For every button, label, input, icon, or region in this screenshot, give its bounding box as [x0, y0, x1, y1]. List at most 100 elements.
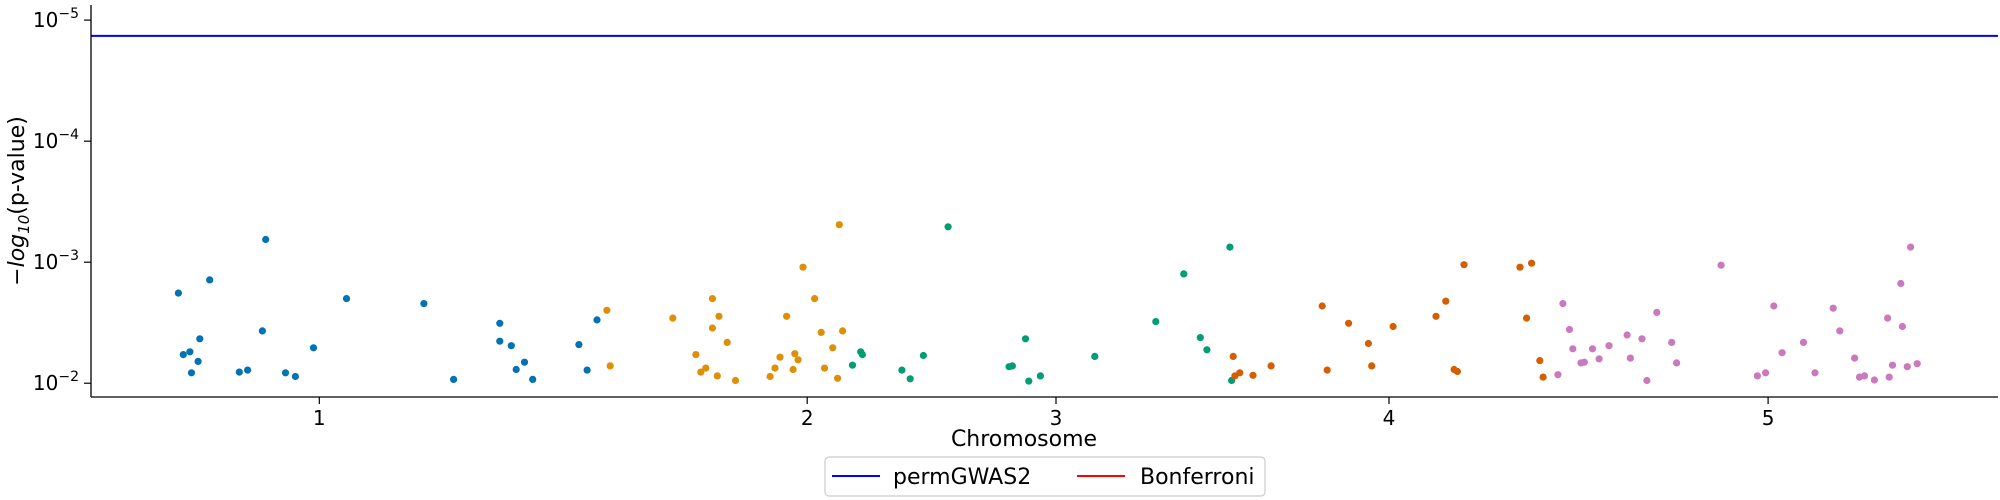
data-point-chr1-10	[262, 235, 270, 244]
data-point-chr1-24	[583, 366, 591, 374]
data-point-chr2-16	[789, 365, 797, 374]
data-point-chr2-22	[820, 364, 829, 372]
data-point-chr5-0	[1554, 371, 1562, 379]
data-point-chr5-34	[1903, 363, 1911, 371]
data-point-chr3-10	[1025, 377, 1033, 385]
data-point-chr5-35	[1907, 243, 1915, 251]
data-point-chr2-4	[697, 368, 705, 376]
y-axis-label: −log10(p-value)	[5, 116, 33, 286]
data-point-chr5-24	[1836, 327, 1844, 335]
data-point-chr2-25	[835, 221, 843, 229]
data-point-chr2-17	[791, 350, 799, 358]
data-point-chr2-26	[839, 327, 847, 335]
data-point-chr5-12	[1643, 376, 1651, 385]
data-point-chr5-23	[1829, 304, 1837, 312]
data-point-chr4-16	[1516, 263, 1524, 271]
data-point-chr5-2	[1565, 325, 1574, 334]
x-tick-label-5: 5	[1762, 406, 1775, 430]
data-point-chr1-8	[244, 366, 252, 374]
data-point-chr2-23	[829, 344, 837, 352]
data-point-chr3-16	[1203, 346, 1211, 354]
y-tick-mantissa-3: 10	[33, 8, 58, 32]
data-point-chr3-8	[1008, 362, 1017, 370]
data-point-chr4-3	[1249, 371, 1257, 379]
data-point-chr4-6	[1323, 366, 1331, 374]
legend-frame	[824, 456, 1266, 497]
data-point-chr2-0	[603, 306, 611, 314]
data-point-chr2-21	[817, 328, 825, 336]
data-point-chr4-15	[1460, 261, 1468, 269]
data-point-chr2-6	[708, 295, 717, 303]
data-point-chr4-9	[1368, 362, 1376, 370]
data-point-chr3-13	[1152, 318, 1160, 326]
data-point-chr2-10	[723, 338, 731, 346]
data-point-chr1-12	[291, 372, 299, 381]
data-point-chr2-12	[766, 372, 774, 381]
x-tick-label-2: 2	[801, 406, 814, 430]
data-point-chr1-19	[507, 342, 515, 350]
data-point-chr2-15	[783, 312, 791, 320]
series-chromosome-5	[1554, 243, 1921, 385]
data-point-chr5-1	[1559, 300, 1567, 308]
y-tick-label-3: 10−5	[33, 6, 79, 32]
y-tick-label-2: 10−4	[33, 127, 79, 153]
data-point-chr2-18	[794, 356, 802, 364]
data-point-chr5-20	[1778, 349, 1786, 357]
data-point-chr3-0	[848, 361, 857, 369]
data-point-chr4-10	[1389, 322, 1397, 331]
data-point-chr5-9	[1623, 331, 1631, 339]
data-point-chr4-14	[1453, 367, 1461, 376]
data-point-chr2-1	[606, 362, 614, 370]
x-tick-label-4: 4	[1383, 406, 1396, 430]
y-tick-mantissa-1: 10	[33, 250, 58, 274]
data-point-chr1-21	[520, 358, 529, 366]
legend-label-bonferroni: Bonferroni	[1140, 465, 1255, 490]
data-point-chr5-30	[1885, 373, 1893, 381]
y-axis-label-main: −log	[5, 234, 30, 286]
data-point-chr1-25	[593, 316, 601, 324]
y-tick-mantissa-2: 10	[33, 129, 58, 153]
data-point-chr2-5	[702, 364, 710, 372]
data-point-chr5-17	[1753, 372, 1761, 380]
legend-label-permgwas2: permGWAS2	[893, 465, 1031, 490]
data-point-chr1-0	[174, 289, 182, 297]
data-point-chr1-5	[196, 335, 204, 343]
legend: permGWAS2 Bonferroni	[824, 456, 1266, 497]
data-points-layer	[174, 221, 1921, 385]
data-point-chr1-16	[450, 375, 458, 383]
data-point-chr3-4	[906, 375, 914, 383]
x-tick-label-3: 3	[1050, 406, 1063, 430]
data-point-chr4-2	[1236, 369, 1244, 377]
data-point-chr5-25	[1851, 354, 1859, 362]
data-point-chr4-0	[1229, 352, 1237, 360]
data-point-chr5-8	[1605, 342, 1613, 350]
data-point-chr2-2	[669, 314, 677, 322]
data-point-chr2-7	[708, 324, 717, 332]
y-tick-exponent-0: −2	[58, 369, 79, 385]
data-point-chr5-19	[1770, 302, 1778, 310]
y-axis-ticks: 10 −2 10−3 10−4 10−5	[33, 6, 91, 395]
data-point-chr5-18	[1762, 369, 1770, 377]
threshold-lines-layer	[91, 34, 1998, 37]
data-point-chr1-22	[529, 375, 537, 383]
y-tick-label-1: 10−3	[33, 248, 79, 274]
data-point-chr5-22	[1811, 369, 1819, 377]
data-point-chr1-11	[281, 369, 290, 377]
data-point-chr4-18	[1528, 259, 1536, 267]
data-point-chr3-6	[944, 223, 952, 231]
data-point-chr5-36	[1913, 360, 1921, 368]
data-point-chr4-7	[1345, 319, 1353, 327]
data-point-chr5-13	[1653, 308, 1661, 316]
series-chromosome-2	[603, 221, 847, 385]
series-chromosome-3	[848, 223, 1236, 385]
data-point-chr2-19	[799, 263, 807, 271]
data-point-chr4-8	[1364, 339, 1372, 348]
data-point-chr1-6	[206, 276, 214, 284]
data-point-chr5-15	[1673, 359, 1681, 367]
x-tick-label-1: 1	[313, 406, 326, 430]
data-point-chr2-14	[776, 353, 784, 361]
data-point-chr5-7	[1595, 355, 1603, 363]
data-point-chr5-11	[1638, 335, 1646, 343]
data-point-chr4-19	[1536, 357, 1544, 365]
data-point-chr5-29	[1884, 314, 1892, 322]
